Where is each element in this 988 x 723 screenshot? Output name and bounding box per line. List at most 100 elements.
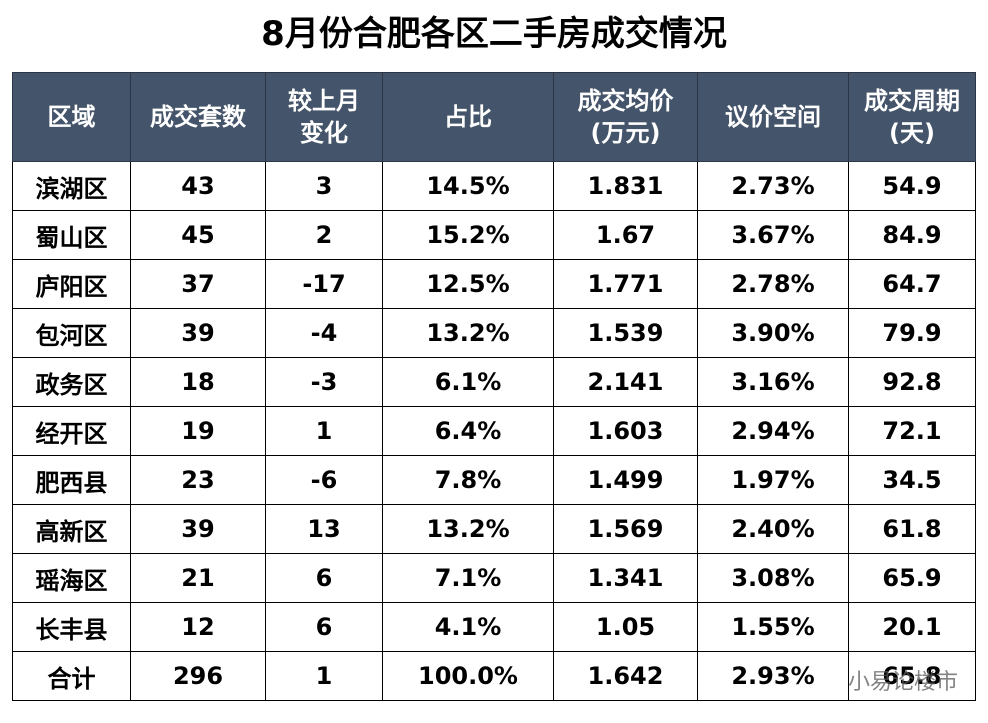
table-cell: 2.73% [697, 161, 849, 211]
table-row: 包河区 39 -4 13.2% 1.539 3.90% 79.9 [12, 308, 976, 358]
table-cell: 6 [265, 553, 383, 603]
table-body: 滨湖区 43 3 14.5% 1.831 2.73% 54.9 蜀山区 45 2 15.2% 1.67… [12, 161, 976, 701]
table-row: 高新区 39 13 13.2% 1.569 2.40% 61.8 [12, 504, 976, 554]
table-cell: 3.90% [697, 308, 849, 358]
table-cell: 合计 [12, 651, 131, 701]
table-row: 滨湖区 43 3 14.5% 1.831 2.73% 54.9 [12, 161, 976, 211]
table-cell: 12.5% [382, 259, 554, 309]
table-cell: 84.9 [848, 210, 976, 260]
header-cell: 占比 [382, 72, 554, 162]
table-cell: 长丰县 [12, 602, 131, 652]
table-cell: 6.1% [382, 357, 554, 407]
table-cell: 1 [265, 651, 383, 701]
table-cell: 高新区 [12, 504, 131, 554]
table-cell: 1.642 [553, 651, 698, 701]
table-cell: 72.1 [848, 406, 976, 456]
table-cell: 1.67 [553, 210, 698, 260]
table-cell: 7.8% [382, 455, 554, 505]
table-cell: 1 [265, 406, 383, 456]
table-cell: 瑶海区 [12, 553, 131, 603]
table-cell: 100.0% [382, 651, 554, 701]
table-cell: 2.93% [697, 651, 849, 701]
table-cell: 37 [130, 259, 266, 309]
table-cell: 39 [130, 504, 266, 554]
table-cell: 64.7 [848, 259, 976, 309]
table-row: 经开区 19 1 6.4% 1.603 2.94% 72.1 [12, 406, 976, 456]
table-cell: 21 [130, 553, 266, 603]
table-cell: 蜀山区 [12, 210, 131, 260]
table-cell: 13.2% [382, 308, 554, 358]
table-cell: 1.341 [553, 553, 698, 603]
table-cell: 政务区 [12, 357, 131, 407]
table-cell: 1.97% [697, 455, 849, 505]
table-cell: 92.8 [848, 357, 976, 407]
table-cell: 61.8 [848, 504, 976, 554]
table-cell: 1.771 [553, 259, 698, 309]
header-cell: 议价空间 [697, 72, 849, 162]
table-cell: 6.4% [382, 406, 554, 456]
table-row: 政务区 18 -3 6.1% 2.141 3.16% 92.8 [12, 357, 976, 407]
table-cell: 1.569 [553, 504, 698, 554]
table-cell: 12 [130, 602, 266, 652]
table-cell: 23 [130, 455, 266, 505]
table-cell: 2.94% [697, 406, 849, 456]
title: 8月份合肥各区二手房成交情况 [261, 14, 727, 54]
table-cell: 3.08% [697, 553, 849, 603]
table-cell: 20.1 [848, 602, 976, 652]
header-row: 区域 成交套数 较上月 变化 占比 成交均价 (万元) 议价空间 成交周期 (天) [12, 72, 976, 162]
table-row: 瑶海区 21 6 7.1% 1.341 3.08% 65.9 [12, 553, 976, 603]
table-cell: 34.5 [848, 455, 976, 505]
table-cell: 1.05 [553, 602, 698, 652]
table-cell: 3 [265, 161, 383, 211]
table-cell: 296 [130, 651, 266, 701]
table-cell: 3.67% [697, 210, 849, 260]
table-row: 长丰县 12 6 4.1% 1.05 1.55% 20.1 [12, 602, 976, 652]
table-cell: 1.831 [553, 161, 698, 211]
table-cell: 65.9 [848, 553, 976, 603]
table-cell: 2 [265, 210, 383, 260]
table-cell: 19 [130, 406, 266, 456]
table-row: 庐阳区 37 -17 12.5% 1.771 2.78% 64.7 [12, 259, 976, 309]
table-cell: 65.8 [848, 651, 976, 701]
table-cell: 39 [130, 308, 266, 358]
table-cell: -17 [265, 259, 383, 309]
table-cell: 经开区 [12, 406, 131, 456]
table-cell: 14.5% [382, 161, 554, 211]
table-cell: 18 [130, 357, 266, 407]
table: 区域 成交套数 较上月 变化 占比 成交均价 (万元) 议价空间 成交周期 (天) 滨湖区 4… [12, 72, 976, 701]
table-row: 合计 296 1 100.0% 1.642 2.93% 65.8 [12, 651, 976, 701]
header-cell: 区域 [12, 72, 131, 162]
table-cell: -3 [265, 357, 383, 407]
table-cell: 43 [130, 161, 266, 211]
table-cell: 肥西县 [12, 455, 131, 505]
header-cell: 成交均价 (万元) [553, 72, 698, 162]
table-cell: 2.78% [697, 259, 849, 309]
table-cell: 54.9 [848, 161, 976, 211]
watermark: 小易论楼市 [847, 670, 958, 695]
header-cell: 成交套数 [130, 72, 266, 162]
table-cell: 庐阳区 [12, 259, 131, 309]
table-cell: 2.40% [697, 504, 849, 554]
table-cell: -6 [265, 455, 383, 505]
table-cell: 1.55% [697, 602, 849, 652]
table-cell: 1.603 [553, 406, 698, 456]
table-cell: 45 [130, 210, 266, 260]
table-row: 蜀山区 45 2 15.2% 1.67 3.67% 84.9 [12, 210, 976, 260]
table-cell: 1.539 [553, 308, 698, 358]
table-cell: 6 [265, 602, 383, 652]
table-cell: 4.1% [382, 602, 554, 652]
header-cell: 成交周期 (天) [848, 72, 976, 162]
table-cell: 3.16% [697, 357, 849, 407]
table-cell: 13 [265, 504, 383, 554]
table-row: 肥西县 23 -6 7.8% 1.499 1.97% 34.5 [12, 455, 976, 505]
table-cell: 1.499 [553, 455, 698, 505]
table-cell: 79.9 [848, 308, 976, 358]
table-cell: 15.2% [382, 210, 554, 260]
table-cell: 滨湖区 [12, 161, 131, 211]
table-cell: 2.141 [553, 357, 698, 407]
table-cell: 7.1% [382, 553, 554, 603]
table-cell: -4 [265, 308, 383, 358]
table-cell: 包河区 [12, 308, 131, 358]
table-cell: 13.2% [382, 504, 554, 554]
